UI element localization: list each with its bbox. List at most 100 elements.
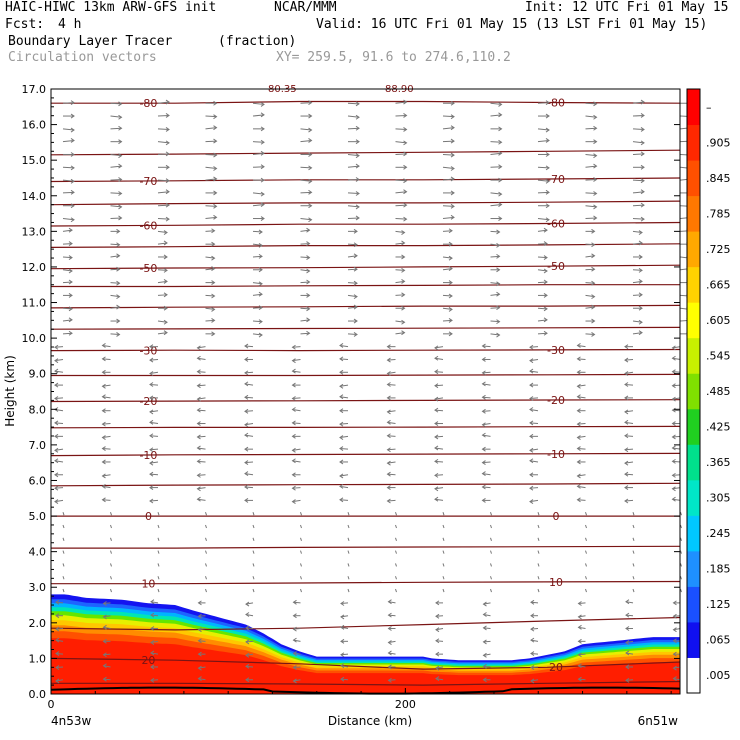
vector-arrow-head [68, 255, 73, 260]
x-right-end-label: 6n51w [638, 714, 679, 728]
vector-arrow-head [624, 409, 629, 415]
vector-arrow-head [291, 358, 296, 364]
vector-arrow [300, 563, 302, 567]
vector-arrow [672, 487, 681, 490]
vector-arrow [198, 640, 206, 642]
vector-arrow-head [481, 394, 486, 400]
vector-arrow [339, 485, 349, 489]
vector-arrow-head [434, 369, 439, 375]
vector-arrow-head [624, 344, 629, 350]
vector-arrow [434, 357, 444, 360]
vector-arrow-head [213, 203, 218, 209]
vector-arrow-head [245, 652, 250, 658]
vector-arrow-head [640, 113, 645, 118]
vector-arrow [529, 409, 539, 412]
vector-arrow-head [543, 268, 548, 274]
vector-arrow [347, 192, 360, 195]
vector-arrow [103, 653, 111, 656]
vector-arrow-head [498, 177, 503, 183]
vector-arrow [205, 153, 217, 156]
vector-arrow [585, 127, 597, 130]
vector-arrow [442, 178, 455, 181]
vector-arrow [434, 371, 444, 373]
vector-arrow-head [196, 445, 201, 451]
vector-label: Circulation vectors [8, 50, 157, 65]
vector-arrow-head [529, 358, 534, 364]
vector-arrow-head [260, 177, 265, 183]
vector-arrow-head [625, 640, 630, 645]
vector-arrow [157, 588, 160, 593]
contour-line [50, 348, 681, 352]
vector-arrow-head [625, 650, 630, 656]
vector-arrow-head [101, 383, 106, 389]
y-tick-label: 14.0 [22, 190, 47, 203]
vector-arrow [252, 141, 265, 143]
vector-arrow [292, 460, 301, 463]
vector-arrow [578, 602, 586, 604]
vector-arrow [252, 204, 265, 207]
vector-arrow-head [448, 293, 453, 299]
vector-arrow [585, 153, 597, 157]
contour-line [51, 580, 681, 585]
vector-arrow-head [196, 345, 201, 351]
vector-arrow-head [577, 638, 582, 644]
vector-arrow [110, 576, 112, 580]
vector-arrow-head [165, 189, 170, 195]
vector-arrow-head [339, 435, 344, 440]
vector-arrow-head [448, 318, 453, 323]
vector-arrow [252, 255, 263, 258]
contour-line [51, 373, 681, 377]
vector-arrow-head [545, 178, 550, 184]
vector-arrow-head [355, 191, 360, 196]
vector-arrow-head [68, 227, 73, 233]
vector-arrow-head [498, 126, 503, 132]
xy-label: XY= 259.5, 91.6 to 274.6,110.2 [276, 50, 511, 65]
vector-arrow [529, 370, 539, 373]
y-tick-label: 2.0 [29, 617, 47, 630]
vector-arrow-head [70, 152, 75, 157]
vector-arrow-head [481, 471, 486, 476]
vector-arrow-head [196, 458, 201, 464]
vector-arrow-head [308, 127, 313, 133]
vector-arrow-head [308, 217, 313, 223]
vector-arrow-head [68, 268, 73, 274]
vector-arrow-head [150, 664, 155, 670]
vector-arrow [197, 397, 206, 400]
contour-label: -30 [139, 344, 157, 357]
vector-arrow [529, 448, 539, 451]
vector-arrow-head [213, 176, 218, 182]
vector-arrow-head [496, 291, 501, 297]
vector-arrow [149, 435, 159, 437]
vector-arrow [632, 269, 643, 271]
vector-arrow [300, 512, 302, 516]
vector-arrow [205, 216, 217, 220]
contour-line [50, 304, 681, 309]
vector-arrow [490, 563, 492, 567]
contour-label: 20 [141, 654, 155, 667]
vector-arrow [442, 537, 445, 541]
contour-line [50, 200, 681, 206]
vector-arrow [442, 524, 445, 529]
vector-arrow [672, 371, 681, 373]
vector-arrow [157, 320, 168, 323]
vector-arrow [632, 114, 645, 117]
vector-arrow-head [434, 445, 439, 451]
vector-arrow [442, 205, 455, 207]
vector-arrow-head [671, 421, 676, 426]
vector-arrow [632, 179, 645, 182]
vector-arrow-head [102, 624, 107, 630]
vector-arrow-head [150, 650, 155, 656]
vector-arrow-head [403, 216, 408, 222]
vector-arrow-head [576, 421, 581, 427]
vector-arrow-head [244, 432, 249, 438]
vector-arrow-head [244, 484, 249, 490]
vector-arrow-head [638, 254, 643, 260]
vector-arrow [347, 512, 350, 516]
vector-arrow [339, 499, 349, 501]
vector-arrow-head [591, 253, 596, 259]
vector-arrow [300, 537, 302, 541]
vector-arrow-head [165, 216, 170, 222]
vector-arrow-head [258, 291, 263, 297]
vector-arrow-head [165, 178, 170, 184]
vector-arrow-head [339, 497, 344, 503]
